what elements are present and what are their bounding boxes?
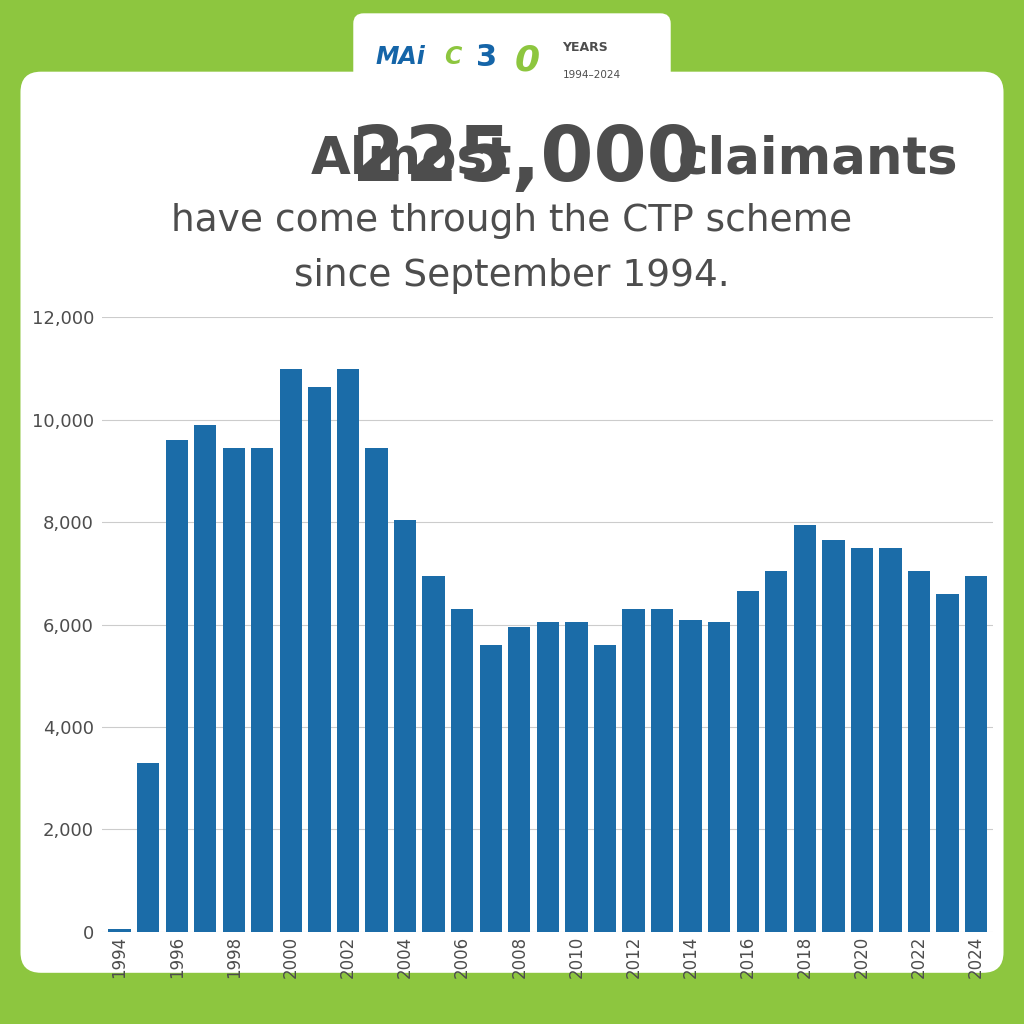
- Text: C: C: [443, 45, 461, 70]
- Text: have come through the CTP scheme: have come through the CTP scheme: [171, 203, 853, 240]
- Bar: [508, 627, 530, 932]
- Text: since September 1994.: since September 1994.: [294, 258, 730, 295]
- Bar: [137, 763, 159, 932]
- Bar: [851, 548, 873, 932]
- Bar: [222, 449, 245, 932]
- Bar: [965, 575, 987, 932]
- Text: MAi: MAi: [376, 45, 425, 70]
- Bar: [537, 623, 559, 932]
- Bar: [479, 645, 502, 932]
- Bar: [394, 520, 416, 932]
- Bar: [337, 369, 359, 932]
- Text: YEARS: YEARS: [562, 41, 608, 53]
- Bar: [366, 449, 388, 932]
- Bar: [166, 440, 187, 932]
- Bar: [594, 645, 616, 932]
- Bar: [880, 548, 901, 932]
- Bar: [651, 609, 673, 932]
- Bar: [680, 620, 701, 932]
- Bar: [423, 575, 444, 932]
- Bar: [623, 609, 645, 932]
- Bar: [195, 425, 216, 932]
- Text: Almost: Almost: [310, 135, 512, 184]
- Bar: [736, 592, 759, 932]
- Text: 3: 3: [476, 43, 498, 72]
- Bar: [565, 623, 588, 932]
- Bar: [822, 541, 845, 932]
- Text: claimants: claimants: [678, 135, 958, 184]
- Bar: [280, 369, 302, 932]
- Bar: [794, 525, 816, 932]
- Text: 225,000: 225,000: [352, 123, 699, 197]
- Bar: [708, 623, 730, 932]
- Bar: [451, 609, 473, 932]
- Bar: [251, 449, 273, 932]
- Bar: [109, 930, 131, 932]
- Text: 1994–2024: 1994–2024: [562, 71, 621, 80]
- Text: 0: 0: [515, 43, 540, 78]
- Bar: [937, 594, 958, 932]
- Bar: [908, 571, 930, 932]
- Bar: [765, 571, 787, 932]
- Bar: [308, 387, 331, 932]
